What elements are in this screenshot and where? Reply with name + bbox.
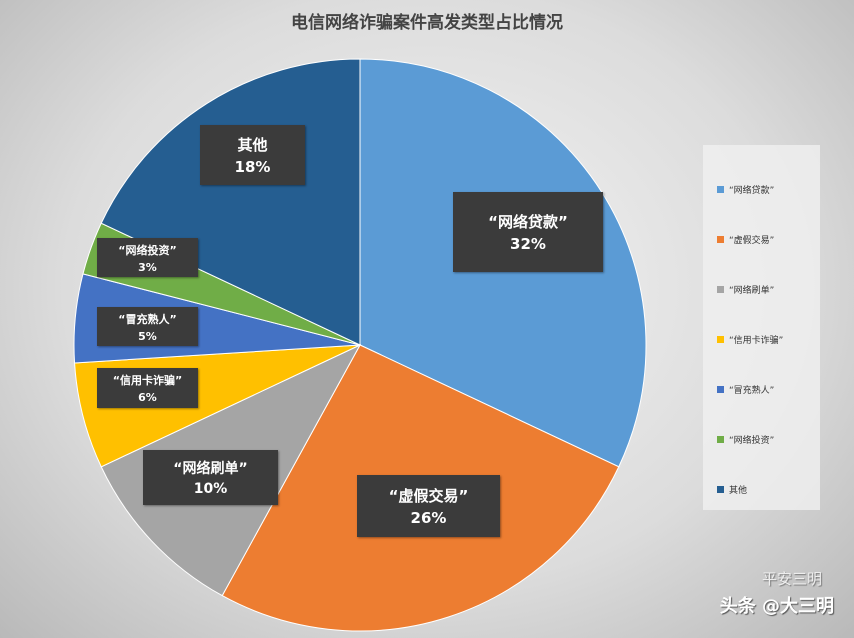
data-label-value: 26%	[410, 509, 447, 527]
legend: “网络贷款” “虚假交易” “网络刷单” “信用卡诈骗” “冒充熟人” “网络投资” 其他	[703, 145, 820, 510]
data-label-name: “网络贷款”	[488, 213, 568, 231]
legend-label: “信用卡诈骗”	[729, 336, 784, 346]
legend-item: “网络刷单”	[717, 283, 774, 296]
legend-swatch	[717, 236, 724, 243]
data-label-name: “网络刷单”	[173, 461, 248, 477]
data-label: 其他 18%	[200, 125, 305, 185]
legend-swatch	[717, 436, 724, 443]
legend-item: “虚假交易”	[717, 233, 774, 246]
data-label-name: 其他	[237, 136, 268, 154]
data-label: “网络贷款” 32%	[453, 192, 603, 272]
legend-swatch	[717, 336, 724, 343]
data-label-value: 3%	[138, 260, 157, 274]
legend-item: “网络投资”	[717, 433, 774, 446]
data-label-value: 5%	[138, 329, 157, 343]
legend-swatch	[717, 386, 724, 393]
legend-item: 其他	[717, 483, 747, 496]
legend-label: “网络投资”	[729, 436, 775, 446]
data-label-name: “网络投资”	[118, 243, 177, 257]
data-label: “信用卡诈骗” 6%	[97, 368, 198, 408]
data-label-name: “虚假交易”	[388, 487, 469, 505]
data-label-value: 6%	[138, 391, 157, 404]
legend-label: “网络贷款”	[729, 186, 775, 196]
legend-swatch	[717, 486, 724, 493]
data-label-value: 32%	[510, 235, 546, 253]
legend-label: “冒充熟人”	[729, 386, 775, 396]
legend-label: “网络刷单”	[729, 286, 775, 296]
legend-swatch	[717, 286, 724, 293]
data-label-name: “信用卡诈骗”	[112, 374, 183, 387]
data-label-name: “冒充熟人”	[118, 312, 177, 326]
watermark: 头条 @大三明	[719, 596, 834, 617]
legend-item: “网络贷款”	[717, 183, 774, 196]
data-label: “虚假交易” 26%	[357, 475, 500, 537]
legend-item: “信用卡诈骗”	[717, 333, 783, 346]
legend-label: “虚假交易”	[729, 236, 775, 246]
chart-title: 电信网络诈骗案件高发类型占比情况	[291, 13, 563, 33]
legend-label: 其他	[729, 486, 748, 496]
data-label: “网络刷单” 10%	[143, 450, 278, 505]
data-label-value: 10%	[193, 481, 228, 497]
data-label: “冒充熟人” 5%	[97, 307, 198, 346]
legend-item: “冒充熟人”	[717, 383, 774, 396]
legend-swatch	[717, 186, 724, 193]
data-label-value: 18%	[234, 158, 271, 176]
data-label: “网络投资” 3%	[97, 238, 198, 277]
watermark-top: 平安三明	[761, 570, 822, 588]
